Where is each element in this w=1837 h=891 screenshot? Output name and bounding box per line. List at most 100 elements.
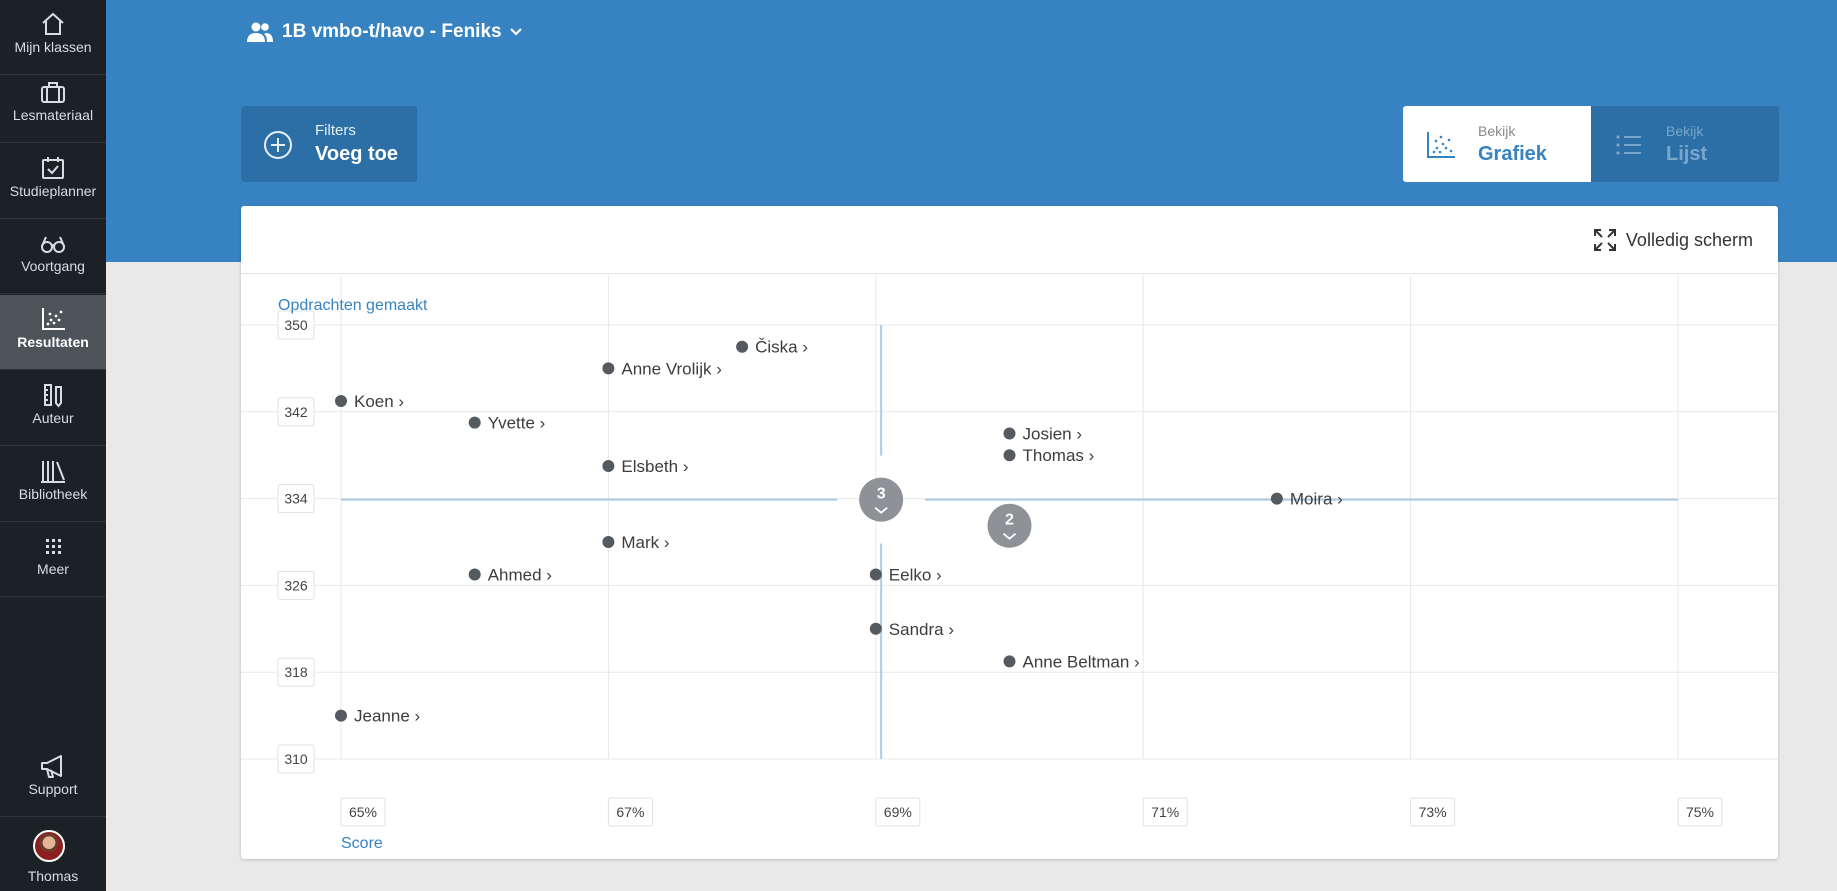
sidebar-item-label: Voortgang — [21, 258, 85, 274]
sidebar-item-user[interactable]: Thomas — [0, 816, 106, 891]
sidebar-item-label: Support — [28, 781, 78, 797]
data-point[interactable]: Elsbeth › — [602, 457, 688, 476]
data-point[interactable]: Jeanne › — [335, 707, 420, 726]
data-point[interactable]: Yvette › — [468, 414, 546, 433]
y-tick-box — [277, 484, 315, 514]
tab-lijst[interactable]: Bekijk Lijst — [1591, 106, 1779, 182]
scatter-chart: 350 342 334 326 318 310 65% 67% 69% 71% 73% 75% Opdr… — [241, 275, 1778, 852]
filters-action: Voeg toe — [315, 143, 398, 165]
data-point-label[interactable]: Elsbeth › — [621, 457, 688, 476]
sidebar-item-resultaten[interactable]: Resultaten — [0, 295, 106, 370]
sidebar-item-meer[interactable]: Meer — [0, 522, 106, 597]
avatar — [33, 830, 65, 862]
grid-dots-icon — [46, 539, 61, 554]
data-point[interactable]: Anne Vrolijk › — [602, 359, 722, 378]
data-point-marker — [335, 709, 347, 722]
data-point[interactable]: Čiska › — [736, 338, 808, 357]
data-point-marker — [602, 536, 615, 548]
data-point-label[interactable]: Mark › — [621, 533, 669, 552]
scatter-chart-icon — [1427, 132, 1455, 158]
y-tick-box — [277, 657, 315, 687]
y-tick-box — [277, 570, 315, 600]
y-tick-box — [277, 310, 315, 340]
cluster-count: 3 — [877, 486, 886, 503]
sidebar-item-label: Lesmateriaal — [12, 107, 94, 123]
x-tick-box — [607, 797, 653, 827]
data-point-label[interactable]: Jeanne › — [354, 707, 420, 726]
y-tick-label: 342 — [277, 397, 315, 427]
sidebar-item-studieplanner[interactable]: Studieplanner — [0, 144, 106, 219]
tab-grafiek-small: Bekijk — [1478, 123, 1516, 139]
sidebar-item-label: Auteur — [32, 410, 74, 426]
filters-label: Filters — [315, 122, 356, 139]
data-point[interactable]: Koen › — [335, 392, 404, 411]
data-point-marker — [1270, 492, 1283, 505]
sidebar: Mijn klassen Lesmateriaal Studieplanner … — [0, 0, 106, 891]
tab-grafiek[interactable]: Bekijk Grafiek — [1403, 106, 1591, 182]
sidebar-item-label: Bibliotheek — [18, 486, 88, 502]
data-point-label[interactable]: Koen › — [354, 392, 404, 411]
y-tick-box — [277, 397, 315, 427]
y-tick-box — [277, 744, 315, 774]
x-tick-label: 73% — [1410, 797, 1456, 827]
data-point-label[interactable]: Thomas › — [1023, 446, 1095, 465]
class-name: 1B vmbo-t/havo - Feniks — [282, 21, 502, 42]
sidebar-item-label: Studieplanner — [9, 183, 97, 199]
data-point-label[interactable]: Anne Vrolijk › — [621, 359, 721, 378]
x-tick-label: 67% — [607, 797, 653, 827]
tab-lijst-small: Bekijk — [1666, 123, 1704, 139]
list-icon — [1616, 135, 1641, 155]
x-tick-text: 69% — [884, 804, 912, 820]
chevron-down-icon — [874, 506, 888, 514]
fullscreen-button[interactable]: Volledig scherm — [1593, 226, 1753, 254]
data-point[interactable]: Josien › — [1003, 425, 1083, 444]
sidebar-item-label: Mijn klassen — [14, 39, 92, 55]
data-point[interactable]: Ahmed › — [468, 566, 552, 585]
megaphone-icon — [41, 755, 62, 778]
cluster-circle — [987, 503, 1032, 548]
data-point[interactable]: Moira › — [1270, 490, 1343, 509]
data-point[interactable]: Eelko › — [869, 566, 942, 585]
user-name: Thomas — [27, 868, 79, 884]
class-selector[interactable]: 1B vmbo-t/havo - Feniks — [246, 16, 523, 48]
fullscreen-label: Volledig scherm — [1625, 229, 1753, 250]
sidebar-item-voortgang[interactable]: Voortgang — [0, 219, 106, 294]
data-point[interactable]: Thomas › — [1003, 446, 1095, 465]
data-point[interactable]: Sandra › — [869, 620, 954, 639]
data-point-label[interactable]: Moira › — [1290, 490, 1343, 509]
tab-grafiek-label: Grafiek — [1478, 143, 1547, 165]
data-point-label[interactable]: Ahmed › — [488, 566, 552, 585]
data-point-label[interactable]: Anne Beltman › — [1023, 652, 1140, 671]
x-tick-box — [1142, 797, 1188, 827]
y-tick-label: 350 — [277, 310, 315, 340]
sidebar-item-auteur[interactable]: Auteur — [0, 371, 106, 446]
sidebar-item-support[interactable]: Support — [0, 742, 106, 817]
data-point[interactable]: Anne Beltman › — [1003, 652, 1140, 671]
data-point-label[interactable]: Sandra › — [889, 620, 954, 639]
data-point-label[interactable]: Eelko › — [889, 566, 942, 585]
y-tick-label: 310 — [277, 744, 315, 774]
sidebar-item-mijn-klassen[interactable]: Mijn klassen — [0, 0, 106, 75]
y-tick-label: 334 — [277, 484, 315, 514]
data-point[interactable]: Mark › — [602, 533, 670, 552]
data-point-marker — [335, 394, 347, 407]
cluster-circle — [859, 477, 904, 522]
sidebar-item-label: Resultaten — [17, 334, 89, 350]
data-point-label[interactable]: Čiska › — [755, 338, 808, 357]
x-tick-label: 65% — [340, 797, 386, 827]
data-point-label[interactable]: Josien › — [1023, 425, 1083, 444]
data-point-label[interactable]: Yvette › — [488, 414, 546, 433]
y-tick-text: 310 — [284, 751, 308, 767]
data-point-marker — [468, 416, 481, 429]
expand-icon — [1593, 229, 1616, 251]
sidebar-item-label: Meer — [37, 561, 69, 577]
users-icon — [247, 22, 273, 42]
tab-lijst-label: Lijst — [1666, 143, 1708, 165]
sidebar-item-lesmateriaal[interactable]: Lesmateriaal — [0, 68, 106, 143]
cluster-count: 2 — [1005, 512, 1014, 529]
ruler-pencil-icon — [44, 384, 62, 408]
cluster-badge[interactable]: 2 — [987, 503, 1032, 548]
sidebar-item-bibliotheek[interactable]: Bibliotheek — [0, 447, 106, 522]
cluster-badge[interactable]: 3 — [859, 477, 904, 522]
add-filter-button[interactable]: Filters Voeg toe — [241, 106, 417, 182]
